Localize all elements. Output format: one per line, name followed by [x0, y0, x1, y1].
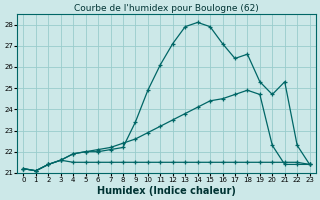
X-axis label: Humidex (Indice chaleur): Humidex (Indice chaleur): [97, 186, 236, 196]
Title: Courbe de l'humidex pour Boulogne (62): Courbe de l'humidex pour Boulogne (62): [74, 4, 259, 13]
